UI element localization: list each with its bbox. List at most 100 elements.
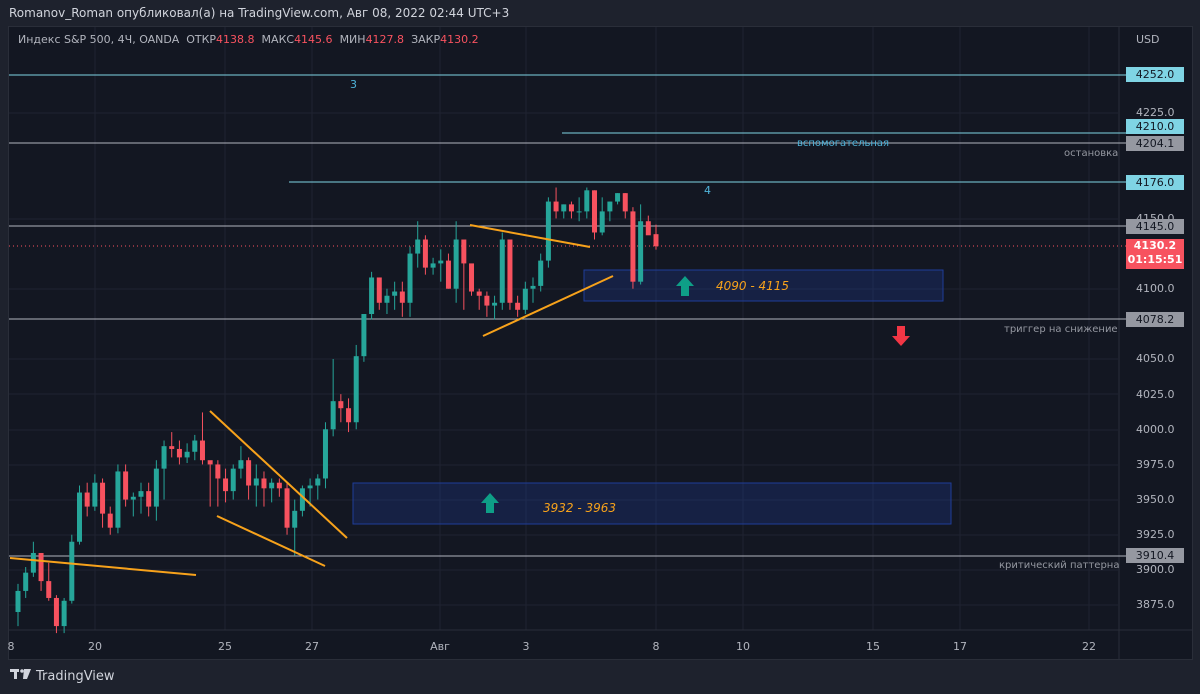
candle-body	[123, 471, 129, 500]
x-tick: 3	[522, 640, 530, 653]
x-tick: 25	[218, 640, 232, 653]
candle-body	[615, 193, 621, 202]
candle-body	[384, 295, 390, 303]
candle-body	[607, 201, 613, 212]
low-value: 4127.8	[365, 33, 405, 46]
y-tick: 3925.0	[1136, 528, 1175, 541]
candle-body	[453, 239, 459, 289]
low-label: МИН	[339, 33, 366, 46]
candle-body	[76, 492, 82, 542]
candle-body	[230, 468, 236, 492]
candle-body	[492, 302, 498, 306]
candle-body	[146, 491, 152, 507]
price-tag-3910: 3910.4	[1126, 548, 1184, 563]
trendline-base	[9, 557, 197, 576]
candle-body	[553, 201, 559, 212]
candle-body	[638, 221, 644, 282]
y-tick: 4050.0	[1136, 352, 1175, 365]
x-tick: 22	[1082, 640, 1096, 653]
candle-body	[192, 440, 198, 452]
price-tag-4176: 4176.0	[1126, 175, 1184, 190]
candle-body	[515, 302, 521, 310]
candle-body	[399, 291, 405, 303]
price-tag-4252: 4252.0	[1126, 67, 1184, 82]
y-tick: 4225.0	[1136, 106, 1175, 119]
candle-body	[430, 263, 436, 268]
candle-body	[38, 552, 44, 582]
lower-support-zone	[352, 482, 952, 525]
publisher-line: Romanov_Roman опубликовал(а) на TradingV…	[9, 6, 510, 20]
down-arrow-icon	[892, 326, 910, 346]
wave-4-label: 4	[704, 184, 711, 197]
y-tick: 3975.0	[1136, 458, 1175, 471]
candle-body	[392, 291, 398, 296]
price-tag-4204: 4204.1	[1126, 136, 1184, 151]
candle-body	[538, 260, 544, 286]
candle-body	[561, 204, 567, 212]
candle-body	[445, 260, 451, 289]
y-tick: 3875.0	[1136, 598, 1175, 611]
bar-countdown: 01:15:51	[1127, 253, 1183, 266]
candle-body	[653, 234, 659, 247]
candle-body	[599, 211, 605, 233]
lower-zone-label: 3932 - 3963	[543, 501, 617, 515]
candle-body	[315, 478, 321, 486]
close-value: 4130.2	[440, 33, 479, 46]
high-value: 4145.6	[294, 33, 333, 46]
candle-body	[438, 260, 444, 264]
candle-body	[584, 190, 590, 212]
up-arrow-icon	[676, 276, 694, 296]
triangle-lower-trendline	[482, 275, 614, 337]
candle-body	[153, 468, 159, 507]
chart-frame[interactable]	[8, 26, 1193, 660]
tradingview-footer[interactable]: TradingView	[10, 668, 115, 684]
candle-body	[138, 491, 144, 497]
x-tick: 17	[953, 640, 967, 653]
candle-body	[69, 541, 75, 601]
stop-label: остановка	[1064, 148, 1119, 159]
candle-body	[415, 239, 421, 254]
candle-body	[507, 239, 513, 303]
candle-body	[238, 460, 244, 469]
candle-body	[484, 295, 490, 306]
candle-body	[184, 451, 190, 458]
ohlc-legend: Индекс S&P 500, 4Ч, OANDA ОТКР4138.8 МАК…	[18, 33, 479, 46]
auxiliary-label: вспомогательная	[797, 138, 890, 149]
candle-body	[161, 446, 167, 469]
open-value: 4138.8	[216, 33, 255, 46]
x-tick: 15	[866, 640, 880, 653]
candle-body	[407, 253, 413, 303]
candle-body	[322, 429, 328, 479]
candle-body	[207, 460, 213, 465]
candle-body	[215, 464, 221, 479]
candle-body	[346, 408, 352, 423]
candle-body	[223, 478, 229, 492]
current-price: 4130.2	[1133, 239, 1177, 252]
currency-label: USD	[1136, 33, 1160, 46]
candle-body	[369, 277, 375, 315]
x-tick: 10	[736, 640, 750, 653]
candle-body	[422, 239, 428, 268]
x-tick: 27	[305, 640, 319, 653]
candle-body	[645, 221, 651, 236]
candle-body	[269, 482, 275, 489]
candle-body	[353, 356, 359, 423]
candle-body	[130, 496, 136, 500]
candle-body	[107, 513, 113, 528]
tradingview-brand: TradingView	[36, 668, 115, 684]
candle-body	[376, 277, 382, 303]
candle-body	[592, 190, 598, 233]
candle-body	[261, 478, 267, 489]
y-tick: 3950.0	[1136, 493, 1175, 506]
candle-body	[461, 239, 467, 264]
current-price-tag: 4130.2 01:15:51	[1126, 239, 1184, 269]
price-tag-4145: 4145.0	[1126, 219, 1184, 234]
candle-body	[169, 446, 175, 449]
candle-body	[307, 485, 313, 489]
y-tick: 4025.0	[1136, 388, 1175, 401]
wave-3-label: 3	[350, 78, 357, 91]
candle-body	[476, 291, 482, 296]
y-tick: 4100.0	[1136, 282, 1175, 295]
x-tick: 20	[88, 640, 102, 653]
